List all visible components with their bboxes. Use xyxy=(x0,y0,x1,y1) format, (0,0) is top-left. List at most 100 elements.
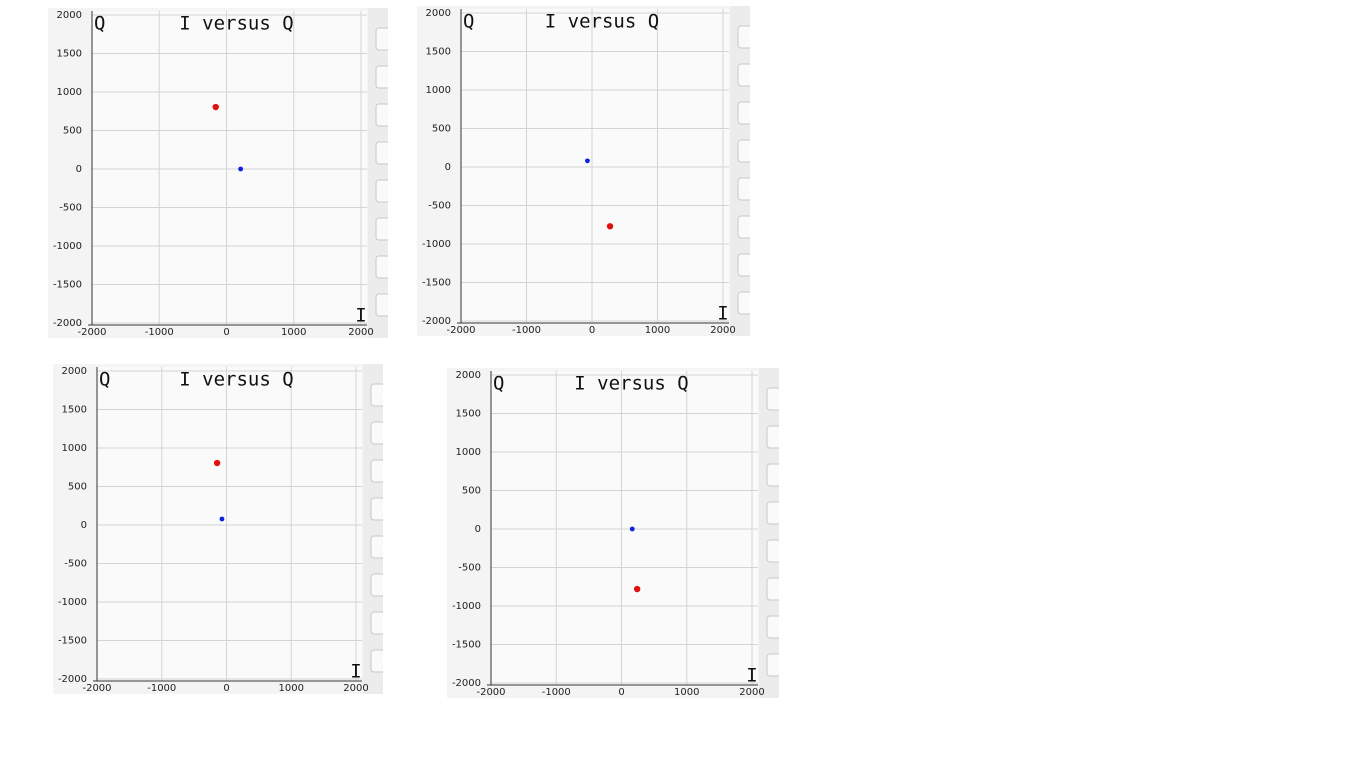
side-control xyxy=(370,573,383,597)
y-tick-label: 500 xyxy=(462,486,481,497)
side-control xyxy=(375,293,388,317)
side-control xyxy=(766,501,779,525)
y-tick-label: 2000 xyxy=(456,370,481,381)
side-control xyxy=(766,425,779,449)
y-tick-label: 1500 xyxy=(456,409,481,420)
chart-title: I versus Q xyxy=(179,369,293,391)
iq-plot: -2000 -1500 -1000 -500 0 500 1000 1500 2000 -2000… xyxy=(53,364,383,694)
side-control xyxy=(737,215,750,239)
side-control xyxy=(766,387,779,411)
side-control xyxy=(737,25,750,49)
chart-title: I versus Q xyxy=(574,373,688,395)
y-tick-label: -1500 xyxy=(58,636,87,647)
y-tick-label: 2000 xyxy=(57,10,82,21)
side-control xyxy=(766,615,779,639)
side-control xyxy=(370,535,383,559)
y-tick-label: -1500 xyxy=(53,280,82,291)
side-control xyxy=(370,611,383,635)
iq-plot: -2000 -1500 -1000 -500 0 500 1000 1500 2000 -2000… xyxy=(417,6,750,336)
plot-bg xyxy=(97,367,362,681)
y-tick-label: 2000 xyxy=(426,8,451,19)
y-tick-label: -500 xyxy=(59,203,82,214)
x-tick-label: -2000 xyxy=(77,327,106,338)
side-control xyxy=(375,65,388,89)
point xyxy=(213,459,221,467)
y-tick-label: 1500 xyxy=(62,405,87,416)
y-tick-label: 0 xyxy=(475,524,481,535)
y-tick-label: 1000 xyxy=(426,85,451,96)
x-tick-label: 2000 xyxy=(710,325,735,336)
side-control xyxy=(370,383,383,407)
side-panel xyxy=(759,368,779,698)
point xyxy=(585,158,590,164)
side-control xyxy=(766,577,779,601)
side-control xyxy=(375,103,388,127)
y-tick-label: -1000 xyxy=(58,597,87,608)
side-panel xyxy=(730,6,750,336)
y-tick-label: 1500 xyxy=(426,47,451,58)
y-tick-label: 500 xyxy=(63,126,82,137)
y-tick-label: -500 xyxy=(64,559,87,570)
y-tick-label: 1000 xyxy=(57,87,82,98)
plot-bg xyxy=(461,9,729,323)
side-control xyxy=(737,253,750,277)
y-tick-label: 1000 xyxy=(456,447,481,458)
x-tick-label: -1000 xyxy=(512,325,541,336)
x-tick-label: 1000 xyxy=(279,683,304,694)
plot-bg xyxy=(92,11,367,325)
side-control xyxy=(375,217,388,241)
side-control xyxy=(375,179,388,203)
x-tick-label: -1000 xyxy=(147,683,176,694)
side-control xyxy=(370,421,383,445)
point xyxy=(629,526,635,532)
y-axis-label: Q xyxy=(463,11,474,33)
side-control xyxy=(375,255,388,279)
side-control xyxy=(375,141,388,165)
chart-title: I versus Q xyxy=(545,11,659,33)
x-tick-label: 2000 xyxy=(739,687,764,698)
x-tick-label: 0 xyxy=(223,683,229,694)
y-tick-label: 2000 xyxy=(62,366,87,377)
side-control xyxy=(737,63,750,87)
side-control xyxy=(375,27,388,51)
x-tick-label: 0 xyxy=(223,327,229,338)
y-tick-label: 1500 xyxy=(57,49,82,60)
point xyxy=(606,223,614,230)
plot-bg xyxy=(491,371,758,685)
y-axis-label: Q xyxy=(493,373,504,395)
y-axis-label: Q xyxy=(99,369,110,391)
y-tick-label: -1000 xyxy=(452,601,481,612)
y-tick-label: 500 xyxy=(432,124,451,135)
y-axis-label: Q xyxy=(94,13,105,35)
y-tick-label: -2000 xyxy=(422,316,451,327)
x-tick-label: 2000 xyxy=(348,327,373,338)
y-tick-label: -1500 xyxy=(452,640,481,651)
x-tick-label: -1000 xyxy=(145,327,174,338)
x-axis-label: I xyxy=(717,303,728,325)
point xyxy=(219,516,225,522)
y-tick-label: -500 xyxy=(458,563,481,574)
point xyxy=(238,166,244,172)
y-tick-label: -500 xyxy=(428,201,451,212)
side-control xyxy=(737,291,750,315)
x-tick-label: 0 xyxy=(618,687,624,698)
side-panel xyxy=(363,364,383,694)
side-control xyxy=(370,649,383,673)
side-control xyxy=(737,177,750,201)
x-axis-label: I xyxy=(355,305,366,327)
y-tick-label: 0 xyxy=(445,162,451,173)
y-tick-label: 500 xyxy=(68,482,87,493)
x-tick-label: 2000 xyxy=(343,683,368,694)
y-tick-label: 0 xyxy=(81,520,87,531)
side-control xyxy=(737,101,750,125)
x-tick-label: 1000 xyxy=(281,327,306,338)
x-tick-label: -2000 xyxy=(446,325,475,336)
x-tick-label: 0 xyxy=(589,325,595,336)
y-tick-label: -2000 xyxy=(53,318,82,329)
x-tick-label: -2000 xyxy=(476,687,505,698)
x-tick-label: -1000 xyxy=(542,687,571,698)
x-axis-label: I xyxy=(746,665,757,687)
x-axis-label: I xyxy=(350,661,361,683)
x-tick-label: -2000 xyxy=(82,683,111,694)
